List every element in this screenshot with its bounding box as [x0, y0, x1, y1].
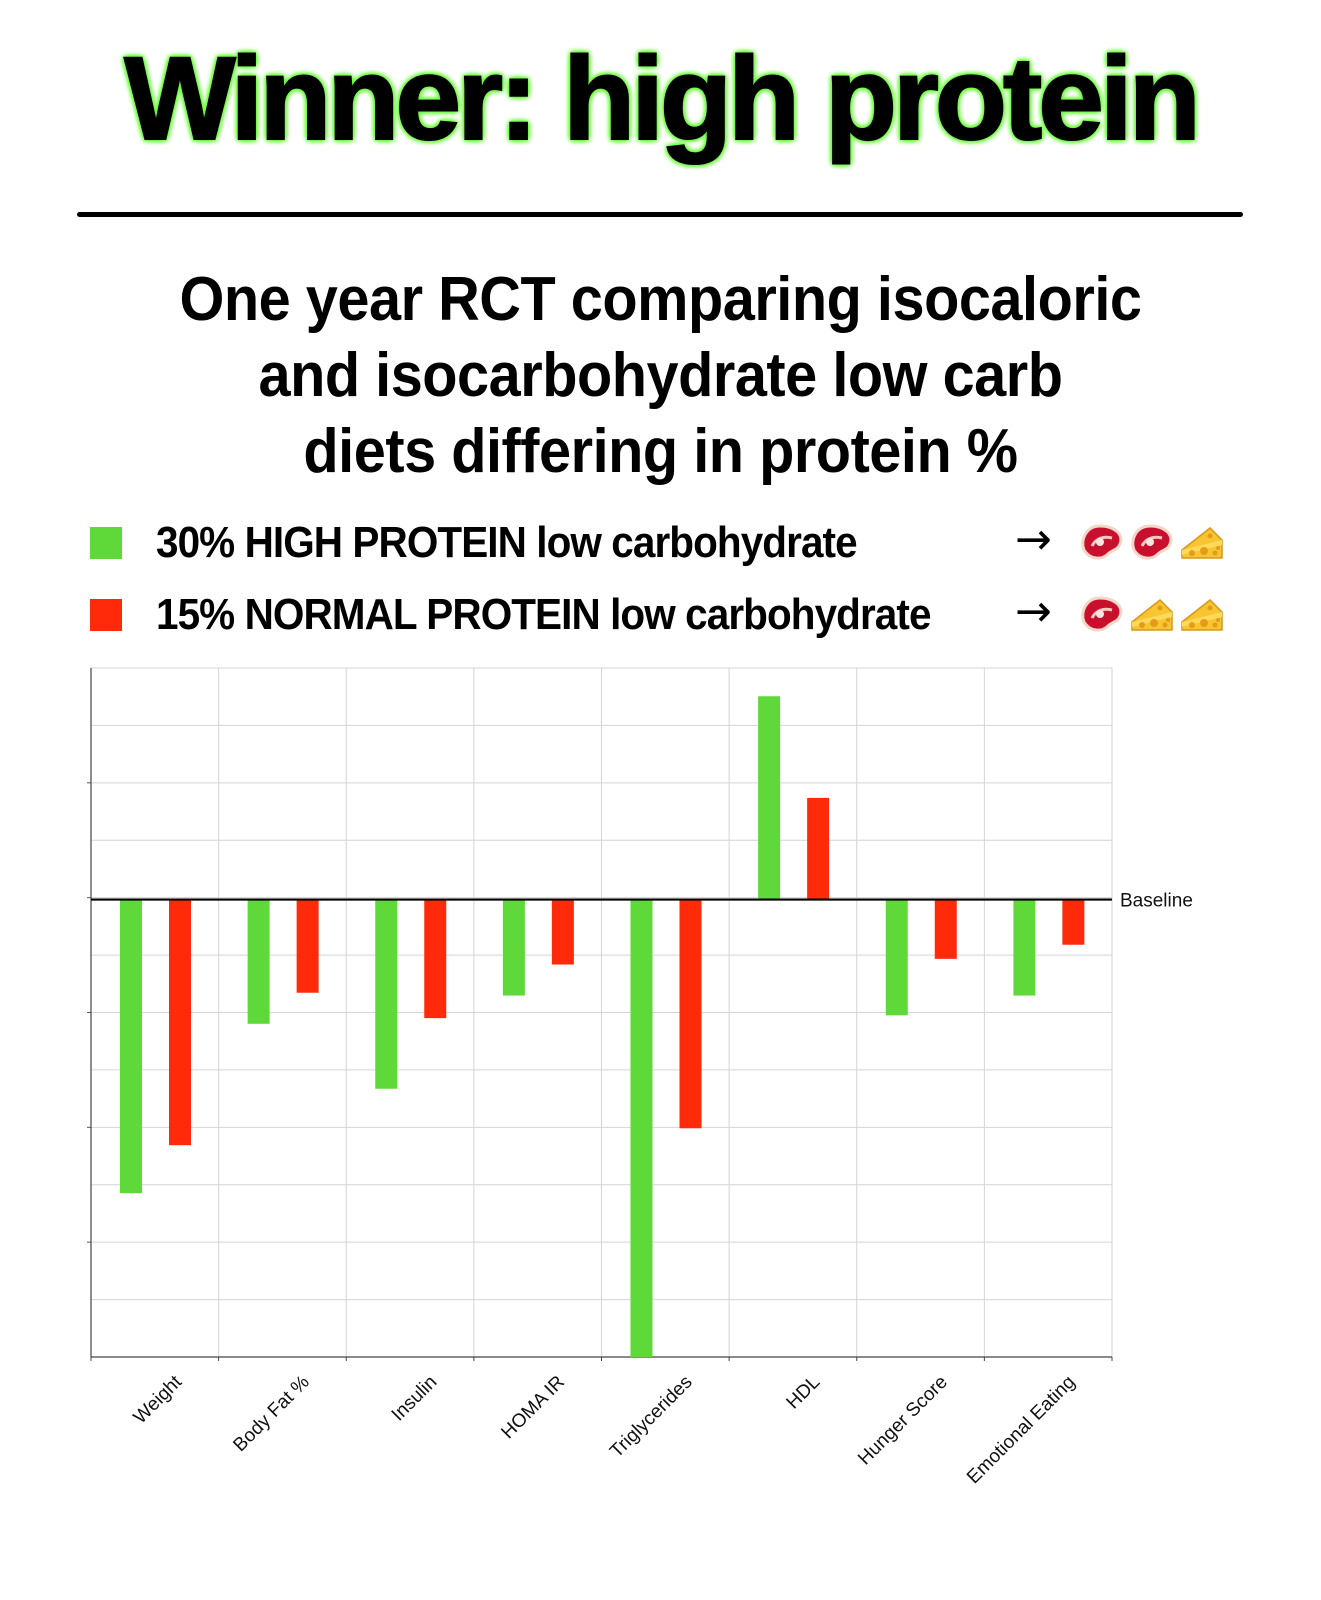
- x-tick-label: Insulin: [388, 1372, 442, 1426]
- chart-subtitle: One year RCT comparing isocaloric and is…: [83, 262, 1237, 490]
- bar-high-protein-weight: [120, 899, 142, 1194]
- bar-high-protein-hunger-score: [885, 899, 908, 1016]
- steak-icon: [1081, 596, 1123, 632]
- x-tick-label: Triglycerides: [606, 1372, 697, 1463]
- baseline-label: Baseline: [1120, 891, 1193, 912]
- steak-icon: [1131, 524, 1173, 560]
- subtitle-line-1: One year RCT comparing isocaloric: [179, 265, 1142, 334]
- subtitle-line-3: diets differing in protein %: [303, 417, 1018, 486]
- subtitle-line-2: and isocarbohydrate low carb: [258, 341, 1063, 410]
- bar-normal-protein-insulin: [424, 899, 447, 1019]
- legend-item-normal-protein: 15% NORMAL PROTEIN low carbohydrate: [90, 590, 998, 640]
- title-divider: [77, 212, 1243, 217]
- legend-foods-high-protein: [1078, 520, 1228, 564]
- legend-foods-normal-protein: [1078, 592, 1228, 636]
- bar-high-protein-triglycerides: [630, 899, 653, 1357]
- winner-title: Winner: high protein: [123, 33, 1202, 165]
- legend-arrow-high-protein: →: [1015, 514, 1052, 565]
- bar-high-protein-emotional-eating: [1013, 899, 1036, 996]
- legend-swatch-normal-protein: [90, 599, 122, 631]
- cheese-icon: [1181, 526, 1223, 559]
- legend-swatch-high-protein: [90, 527, 122, 559]
- steak-icon: [1081, 524, 1123, 560]
- bar-normal-protein-hdl: [807, 797, 830, 900]
- legend-label-high-protein: 30% HIGH PROTEIN low carbohydrate: [156, 518, 858, 567]
- cheese-icon: [1131, 598, 1173, 631]
- x-tick-label: HDL: [783, 1372, 825, 1414]
- x-tick-label: Emotional Eating: [963, 1372, 1079, 1488]
- bar-normal-protein-triglycerides: [679, 899, 702, 1129]
- legend-label-normal-protein: 15% NORMAL PROTEIN low carbohydrate: [156, 590, 931, 639]
- bar-high-protein-hdl: [758, 696, 781, 900]
- x-tick-label: Body Fat %: [229, 1372, 313, 1456]
- legend-arrow-normal-protein: →: [1015, 586, 1052, 637]
- bar-normal-protein-body-fat: [296, 899, 319, 993]
- bar-high-protein-insulin: [375, 899, 398, 1089]
- bar-normal-protein-hunger-score: [934, 899, 957, 959]
- bar-normal-protein-homa-ir: [551, 899, 574, 965]
- bar-normal-protein-emotional-eating: [1062, 899, 1085, 945]
- bar-normal-protein-weight: [169, 899, 191, 1146]
- bar-high-protein-homa-ir: [502, 899, 525, 996]
- x-tick-label: HOMA IR: [497, 1372, 569, 1444]
- x-tick-label: Weight: [130, 1371, 187, 1428]
- x-tick-label: Hunger Score: [854, 1372, 952, 1470]
- legend-item-high-protein: 30% HIGH PROTEIN low carbohydrate: [90, 518, 918, 568]
- cheese-icon: [1181, 598, 1223, 631]
- bar-high-protein-body-fat: [247, 899, 270, 1024]
